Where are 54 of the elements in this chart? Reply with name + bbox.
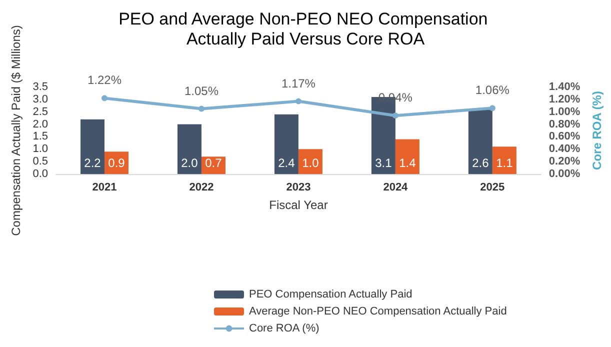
y-tick-label: 2.0 — [32, 118, 48, 130]
point — [392, 112, 398, 119]
y-tick-label: 0.0 — [32, 168, 48, 180]
x-axis-title: Fiscal Year — [269, 198, 328, 212]
data-label: 3.1 — [375, 156, 392, 170]
point — [295, 98, 302, 104]
bar — [468, 109, 492, 174]
y2-tick-label: 0.80% — [548, 118, 580, 130]
y-tick-label: 1.0 — [32, 143, 48, 156]
point — [101, 95, 108, 102]
bar — [492, 146, 516, 174]
y-tick-label: 1.5 — [32, 130, 48, 143]
x-tick-label: 2023 — [286, 182, 311, 194]
x-tick-label: 2022 — [189, 182, 214, 194]
data-label: 2.6 — [472, 156, 490, 170]
data-label: 2.2 — [84, 156, 102, 170]
legend-label: Average Non-PEO NEO Compensation Actually Paid — [249, 306, 507, 318]
y2-tick-label: 0.40% — [548, 143, 580, 156]
y-tick-label: 3.0 — [32, 93, 48, 106]
y2-tick-label: 1.00% — [548, 106, 580, 118]
data-label: 2.0 — [181, 156, 198, 170]
y-tick-label: 0.5 — [32, 156, 48, 168]
x-tick-label: 2025 — [480, 182, 505, 194]
bar — [274, 114, 298, 174]
bar — [177, 124, 202, 174]
bar — [298, 149, 322, 174]
data-label: 2.4 — [278, 156, 296, 170]
data-label: 1.4 — [399, 156, 416, 170]
point — [489, 105, 496, 112]
data-label: 1.05% — [184, 84, 219, 98]
chart-title: PEO and Average Non-PEO NEO Compensation Actually Paid Versus Core ROA — [118, 10, 492, 48]
y-tick-label: 2.5 — [32, 106, 48, 118]
data-label: 1.06% — [475, 83, 510, 98]
legend-label: Core ROA (%) — [249, 322, 320, 334]
data-label: 1.0 — [302, 156, 320, 170]
point — [198, 106, 204, 112]
y2-tick-label: 0.60% — [548, 130, 580, 143]
bar — [395, 139, 420, 174]
bar — [80, 119, 104, 174]
data-label: 0.7 — [205, 156, 222, 170]
y-tick-label: 3.5 — [32, 81, 48, 93]
x-tick-label: 2024 — [383, 182, 409, 194]
y2-axis-title: Core ROA (%) — [590, 91, 604, 170]
y-axis-title: Compensation Actually Paid ($ Millions) — [8, 25, 23, 236]
y2-tick-label: 1.20% — [548, 93, 580, 106]
x-tick-label: 2021 — [92, 182, 117, 194]
data-label: 0.9 — [108, 156, 126, 170]
legend-label: PEO Compensation Actually Paid — [249, 288, 412, 300]
y2-tick-label: 0.20% — [548, 156, 580, 168]
data-label: 1.1 — [496, 156, 514, 170]
y2-tick-label: 1.40% — [548, 81, 580, 93]
data-label: 1.22% — [87, 73, 122, 88]
y2-tick-label: 0.00% — [548, 168, 580, 180]
data-label: 1.17% — [281, 76, 316, 90]
